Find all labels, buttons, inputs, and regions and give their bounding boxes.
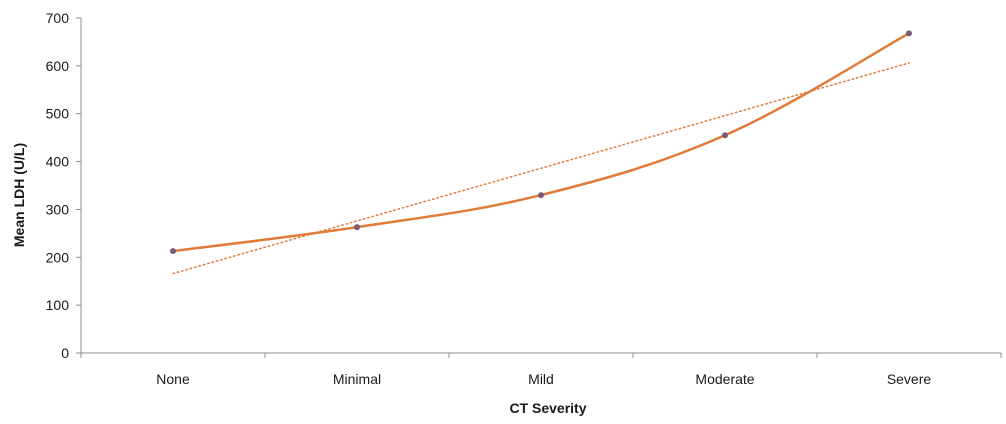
y-tick-label: 100 — [46, 297, 70, 313]
y-tick-label: 700 — [46, 10, 70, 26]
axes-layer: 0 100 200 300 400 500 600 700 None Minimal Mild Mod… — [46, 10, 1002, 387]
trendline-layer — [172, 62, 910, 275]
x-tick-label: None — [156, 371, 190, 387]
x-axis-title: CT Severity — [509, 400, 586, 416]
y-tick-label: 500 — [46, 106, 70, 122]
x-tick-label: Minimal — [333, 371, 381, 387]
data-point — [722, 132, 728, 139]
data-point — [354, 224, 360, 231]
data-point — [538, 192, 544, 199]
data-point — [170, 248, 176, 255]
trendline — [172, 62, 910, 275]
y-tick-label: 600 — [46, 58, 70, 74]
y-axis-title: Mean LDH (U/L) — [11, 143, 27, 247]
series-line — [171, 32, 911, 253]
y-tick-label: 0 — [61, 345, 69, 361]
labels-layer: Mean LDH (U/L) CT Severity — [11, 143, 587, 416]
y-tick-label: 400 — [46, 154, 70, 170]
y-tick-label: 300 — [46, 201, 70, 217]
x-tick-label: Severe — [887, 371, 932, 387]
series-layer — [170, 30, 912, 255]
y-tick-label: 200 — [46, 249, 70, 265]
x-tick-label: Moderate — [695, 371, 754, 387]
data-point — [906, 30, 912, 37]
x-tick-label: Mild — [528, 371, 554, 387]
